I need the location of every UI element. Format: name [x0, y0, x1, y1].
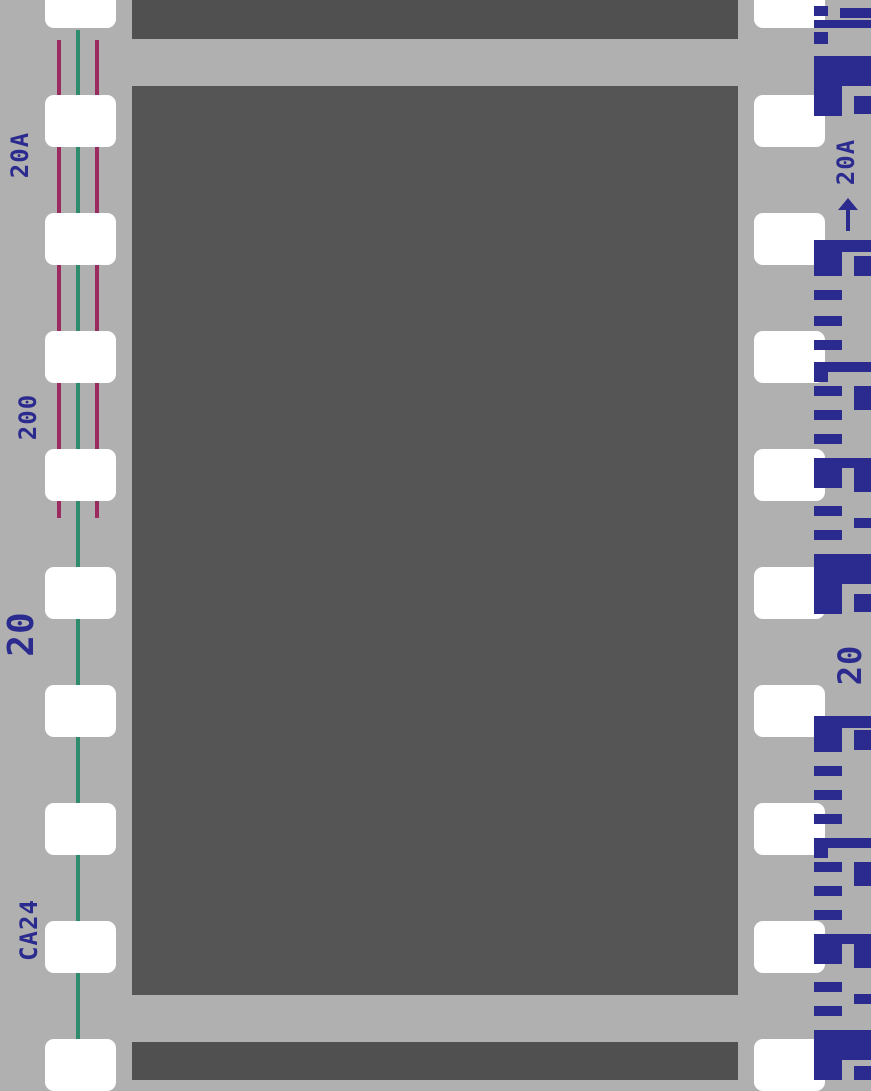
sprocket-hole-right [754, 0, 825, 28]
sprocket-hole-left [45, 921, 116, 973]
sprocket-hole-left [45, 685, 116, 737]
sprocket-hole-left [45, 1039, 116, 1091]
sprocket-hole-right [754, 213, 825, 265]
edge-marking-left: 200 [14, 393, 42, 441]
sprocket-hole-right [754, 331, 825, 383]
edge-marking-left: 20A [6, 131, 34, 179]
arrow-up-icon [838, 198, 858, 231]
magenta-stripe-left [57, 40, 61, 518]
sprocket-hole-right [754, 449, 825, 501]
sprocket-hole-left [45, 95, 116, 147]
edge-marking-left: CA24 [15, 899, 43, 961]
sprocket-hole-right [754, 921, 825, 973]
frame-previous [132, 0, 738, 39]
sprocket-hole-left [45, 0, 116, 28]
frame-next [132, 1042, 738, 1080]
sprocket-hole-right [754, 803, 825, 855]
green-stripe [76, 30, 80, 1040]
sprocket-hole-left [45, 803, 116, 855]
sprocket-hole-left [45, 449, 116, 501]
sprocket-hole-right [754, 95, 825, 147]
edge-marking-left: 20 [1, 611, 42, 657]
sprocket-hole-left [45, 331, 116, 383]
dx-barcode [814, 6, 871, 1080]
sprocket-hole-left [45, 567, 116, 619]
frame-current [132, 86, 738, 995]
magenta-stripe-right [95, 40, 99, 518]
sprocket-hole-left [45, 213, 116, 265]
sprocket-hole-right [754, 685, 825, 737]
sprocket-hole-right [754, 567, 825, 619]
